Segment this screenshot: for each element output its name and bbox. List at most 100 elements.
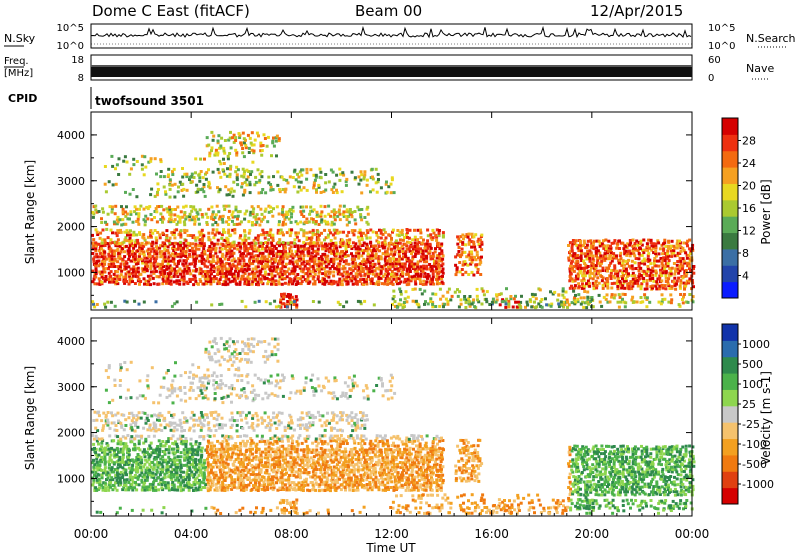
heatmap-cell [154, 236, 158, 240]
heatmap-cell [191, 255, 195, 259]
heatmap-cell [170, 183, 174, 187]
heatmap-cell [334, 241, 338, 245]
heatmap-cell [616, 277, 620, 280]
heatmap-cell [122, 467, 126, 471]
heatmap-cell [287, 481, 291, 485]
heatmap-cell [219, 488, 223, 492]
heatmap-cell [371, 175, 374, 179]
heatmap-cell [227, 251, 231, 255]
heatmap-cell [228, 136, 232, 140]
heatmap-cell [254, 254, 258, 258]
heatmap-cell [140, 167, 144, 171]
heatmap-cell [276, 478, 280, 482]
heatmap-cell [208, 186, 212, 190]
heatmap-cell [431, 292, 435, 296]
heatmap-cell [629, 241, 633, 245]
heatmap-cell [281, 450, 285, 454]
heatmap-cell [544, 297, 547, 301]
heatmap-cell [173, 218, 177, 222]
heatmap-cell [134, 458, 138, 462]
heatmap-cell [260, 261, 264, 265]
heatmap-cell [441, 271, 445, 275]
heatmap-cell [389, 191, 393, 195]
heatmap-cell [401, 274, 405, 278]
heatmap-cell [236, 168, 240, 172]
heatmap-cell [315, 188, 318, 192]
heatmap-cell [254, 265, 258, 269]
heatmap-cell [154, 259, 158, 263]
heatmap-cell [169, 476, 173, 480]
heatmap-cell [116, 473, 120, 477]
heatmap-cell [168, 208, 172, 212]
heatmap-cell [217, 171, 221, 175]
heatmap-cell [116, 215, 120, 219]
heatmap-cell [622, 269, 626, 273]
heatmap-cell [132, 163, 136, 167]
heatmap-cell [268, 267, 272, 271]
heatmap-cell [358, 247, 362, 251]
heatmap-cell [146, 274, 150, 278]
y-tick-label: 2000 [57, 221, 85, 234]
heatmap-cell [128, 272, 132, 276]
heatmap-cell [666, 282, 670, 286]
heatmap-cell [239, 488, 243, 492]
heatmap-cell [507, 302, 511, 306]
heatmap-cell [509, 297, 513, 301]
heatmap-cell [357, 208, 361, 212]
heatmap-cell [586, 249, 590, 253]
heatmap-cell [417, 303, 421, 307]
heatmap-cell [392, 242, 395, 246]
heatmap-cell [240, 267, 244, 271]
heatmap-cell [351, 259, 355, 263]
heatmap-cell [423, 271, 427, 275]
heatmap-cell [96, 480, 100, 484]
heatmap-cell [245, 456, 249, 460]
heatmap-cell [427, 251, 431, 255]
heatmap-cell [691, 243, 695, 247]
heatmap-cell [251, 270, 255, 274]
heatmap-cell [597, 293, 601, 297]
heatmap-cell [314, 254, 318, 258]
heatmap-cell [279, 478, 283, 482]
heatmap-cell [480, 302, 484, 306]
heatmap-cell [399, 280, 403, 284]
heatmap-cell [128, 244, 132, 248]
heatmap-cell [351, 254, 355, 258]
heatmap-cell [100, 241, 104, 245]
heatmap-cell [254, 481, 257, 485]
heatmap-cell [672, 244, 676, 248]
heatmap-cell [155, 238, 159, 242]
heatmap-cell [366, 257, 370, 261]
heatmap-cell [315, 213, 319, 217]
heatmap-cell [170, 269, 174, 273]
heatmap-cell [224, 267, 228, 271]
heatmap-cell [103, 462, 107, 466]
heatmap-cell [679, 293, 683, 296]
heatmap-cell [268, 251, 272, 255]
heatmap-cell [285, 215, 288, 219]
heatmap-cell [166, 257, 170, 261]
heatmap-cell [624, 244, 628, 248]
heatmap-cell [202, 471, 206, 475]
heatmap-cell [280, 275, 284, 279]
heatmap-cell [403, 252, 407, 256]
heatmap-cell [232, 272, 236, 276]
heatmap-cell [251, 470, 255, 474]
heatmap-cell [111, 183, 115, 187]
heatmap-cell [113, 453, 117, 457]
heatmap-cell [300, 213, 304, 216]
heatmap-cell [295, 262, 299, 266]
heatmap-cell [537, 302, 541, 306]
heatmap-cell [649, 241, 653, 245]
heatmap-cell [172, 458, 176, 461]
heatmap-cell [396, 229, 400, 232]
heatmap-cell [398, 241, 402, 245]
heatmap-cell [186, 468, 190, 472]
heatmap-cell [219, 144, 223, 148]
heatmap-cell [471, 300, 475, 304]
heatmap-cell [606, 269, 609, 273]
heatmap-cell [597, 261, 601, 265]
heatmap-cell [168, 178, 172, 182]
heatmap-cell [280, 267, 284, 271]
heatmap-cell [576, 246, 580, 250]
